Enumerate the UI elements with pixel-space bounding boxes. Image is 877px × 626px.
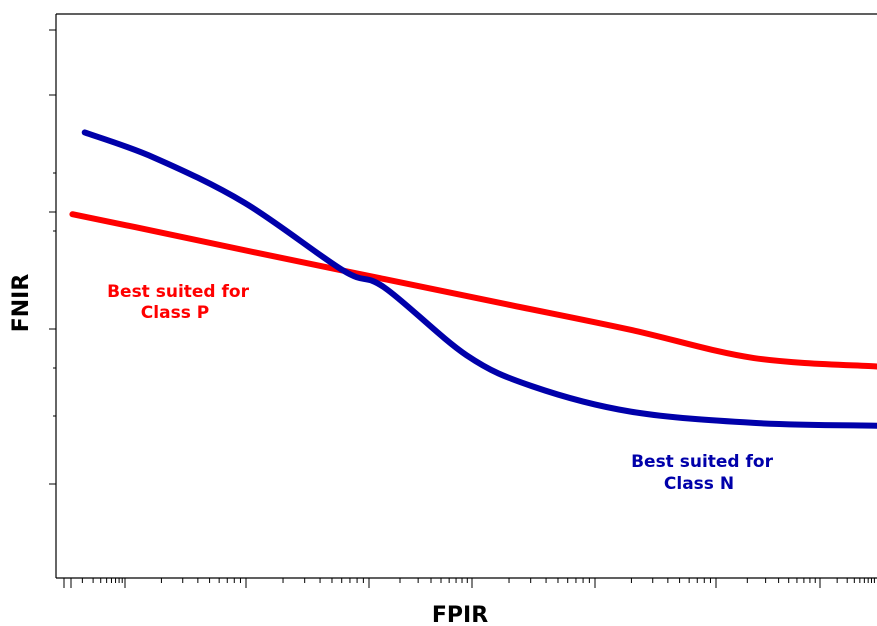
class-p-annotation-line1: Best suited for [107,282,250,302]
class-p-series-line [69,211,877,370]
x-ticks [63,578,875,588]
class-n-annotation-line1: Best suited for [631,452,774,472]
class-p-annotation-line2: Class P [141,303,209,323]
class-n-series-line [81,129,877,429]
class-n-annotation: Best suited for Class N [631,452,779,494]
series-lines [69,129,877,429]
class-p-annotation: Best suited for Class P [107,282,255,323]
y-axis-title: FNIR [9,274,34,333]
class-n-annotation-line2: Class N [664,474,734,494]
x-axis-title: FPIR [432,603,488,626]
y-ticks [49,29,56,485]
